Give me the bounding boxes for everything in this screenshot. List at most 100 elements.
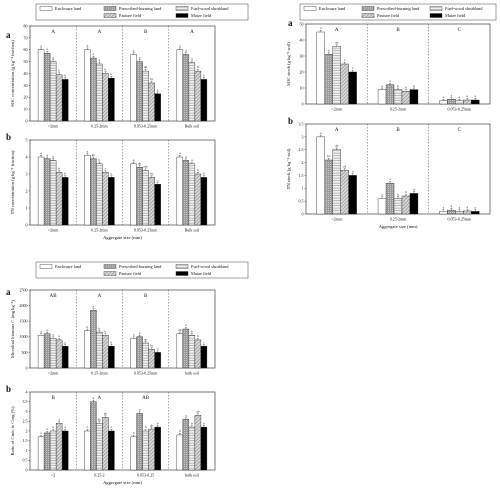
bar [194,173,202,226]
significance-letter: b [157,421,159,425]
significance-letter: ab [335,144,339,148]
significance-letter: c [105,166,107,170]
bar [455,211,464,215]
significance-letter: b [133,431,135,435]
significance-letter: a [133,48,135,52]
significance-letter: c [203,340,205,344]
bar [200,177,208,226]
legend-item: Enclosure land [39,6,82,11]
bar [154,426,161,471]
bar [439,100,448,105]
significance-letter: ab [196,410,200,414]
bar [55,172,63,226]
bar [90,310,97,369]
bar [148,428,155,471]
significance-letter: b [86,325,88,329]
significance-letter: a [93,305,95,309]
legend-label: Prescribed-burning land [119,264,162,269]
bar [188,335,196,369]
bar [130,54,137,122]
group-letter: C [458,128,462,133]
bar [447,98,456,105]
legend-top-right: Enclosure land Prescribed-burning land F… [299,3,497,21]
panel-label: a [6,30,11,40]
bar [148,82,155,122]
bar [108,177,115,226]
bar [188,163,196,226]
legend-item: Maize field [175,271,212,276]
bar [385,182,395,215]
group-letter: AB [142,396,150,401]
bar [348,71,357,105]
y-tick-label: 500 [22,350,28,355]
bar [108,430,115,471]
bar [316,136,325,215]
panel-label: b [6,384,11,394]
bar [61,430,69,471]
significance-letter: c [157,88,159,92]
bar [455,100,464,105]
x-tick-label: 0.053-0.25mm [134,124,158,129]
bar [194,339,202,369]
group-letter: A [98,30,102,35]
significance-letter: a [185,414,187,418]
legend-item: Enclosure land [39,264,82,269]
bar [463,210,472,215]
y-tick-label: 2 [26,428,28,433]
significance-letter: ab [92,153,96,157]
significance-letter: a [133,333,135,337]
significance-letter: ab [178,328,182,332]
y-tick-label: 0 [302,211,304,216]
group-letter: A [98,396,102,401]
significance-letter: b [64,172,66,176]
significance-letter: c [111,172,113,176]
group-letter: B [144,294,148,299]
y-tick-label: 1 [26,205,28,210]
significance-letter: b [64,73,66,77]
significance-letter: a [191,158,193,162]
group-letter: C [458,28,462,33]
bar [96,163,103,226]
significance-letter: cd [343,164,347,168]
significance-letter: d [352,169,354,173]
significance-letter: b [191,329,193,333]
legend-label: Maize field [191,271,212,276]
y-tick-label: 0 [26,118,28,123]
significance-letter: a [46,328,48,332]
y-tick-label: 0 [26,365,28,370]
significance-letter: a [451,93,453,97]
significance-letter: ab [335,41,339,45]
y-tick-label: 2.5 [23,419,28,424]
bar [377,198,387,215]
y-tick-label: 2500 [20,287,28,292]
bar [37,156,45,226]
y-tick-label: 30 [300,53,304,58]
significance-letter: a [133,158,135,162]
bar [90,401,97,471]
y-tick-label: 0.5 [299,199,304,204]
legend-item: Fuel-wood shrubland [175,6,229,11]
group-letter: B [51,396,55,401]
significance-letter: a [320,131,322,135]
significance-letter: bc [150,344,154,348]
bar [142,430,149,471]
legend-item: Fuel-wood shrubland [429,6,483,11]
legend-item: Fuel-wood shrubland [175,264,229,269]
panel-label: a [6,287,11,297]
significance-letter: b [58,69,60,73]
bar [200,426,208,471]
significance-letter: a [179,151,181,155]
significance-letter: a [443,205,445,209]
y-tick-label: 80 [24,23,28,28]
legend-label: Enclosure land [55,264,82,269]
x-tick-label: 0.053-0.25 [137,473,154,478]
significance-letter: a [58,334,60,338]
significance-letter: b [99,158,101,162]
significance-letter: b [203,421,205,425]
significance-letter: a [185,48,187,52]
bar [176,49,184,122]
x-tick-label: 0.25-2mm [91,371,108,376]
bar [393,89,403,105]
legend-label: Maize field [445,13,466,18]
